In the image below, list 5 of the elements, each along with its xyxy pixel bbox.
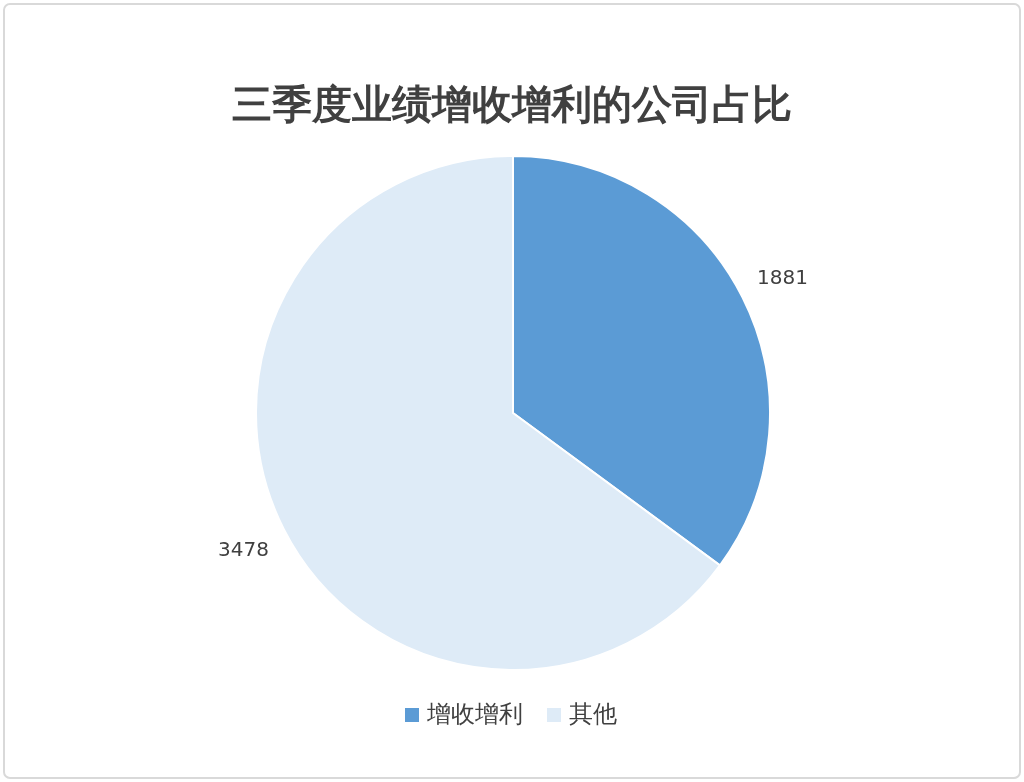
legend-label: 其他 [569, 700, 617, 728]
legend-label: 增收增利 [426, 700, 523, 728]
data-label: 1881 [757, 264, 808, 289]
data-label: 3478 [218, 537, 269, 562]
chart-title: 三季度业绩增收增利的公司占比 [232, 81, 792, 127]
